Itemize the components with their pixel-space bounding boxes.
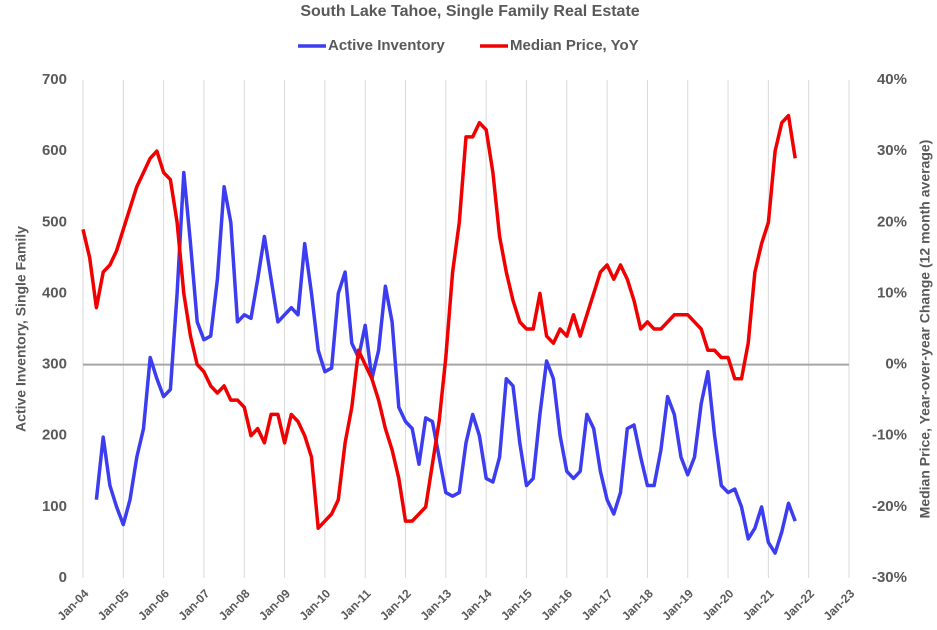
- series-line: [94, 170, 797, 555]
- y2-tick-label: -30%: [872, 569, 907, 586]
- series-line: [81, 113, 797, 530]
- x-tick-label: Jan-22: [780, 586, 817, 623]
- y2-tick-label: 40%: [877, 71, 907, 88]
- legend-label: Active Inventory: [328, 37, 445, 54]
- y2-axis-label: Median Price, Year-over-year Change (12 …: [917, 140, 933, 519]
- y2-tick-label: 20%: [877, 213, 907, 230]
- x-tick-label: Jan-11: [337, 586, 374, 623]
- x-tick-label: Jan-06: [135, 586, 172, 623]
- x-tick-label: Jan-07: [176, 586, 213, 623]
- x-tick-label: Jan-05: [95, 586, 132, 623]
- y-tick-label: 400: [42, 284, 67, 301]
- y2-tick-label: 0%: [885, 356, 907, 373]
- y-tick-label: 200: [42, 427, 67, 444]
- x-tick-label: Jan-18: [619, 586, 656, 623]
- x-tick-label: Jan-10: [296, 586, 333, 623]
- x-tick-label: Jan-12: [377, 586, 414, 623]
- x-tick-label: Jan-08: [216, 586, 253, 623]
- y2-tick-label: 30%: [877, 142, 907, 159]
- y-tick-label: 300: [42, 356, 67, 373]
- x-tick-label: Jan-20: [700, 586, 737, 623]
- y2-tick-label: 10%: [877, 284, 907, 301]
- x-tick-label: Jan-04: [55, 586, 92, 623]
- chart-title: South Lake Tahoe, Single Family Real Est…: [300, 3, 639, 20]
- x-tick-label: Jan-09: [256, 586, 293, 623]
- y2-tick-label: -20%: [872, 498, 907, 515]
- y-tick-label: 0: [59, 569, 67, 586]
- y-tick-label: 700: [42, 71, 67, 88]
- y-axis-label: Active Inventory, Single Family: [13, 226, 29, 432]
- x-tick-label: Jan-13: [417, 586, 454, 623]
- x-tick-label: Jan-14: [458, 586, 495, 623]
- x-tick-label: Jan-17: [579, 586, 616, 623]
- x-tick-label: Jan-21: [740, 586, 777, 623]
- x-tick-label: Jan-16: [538, 586, 575, 623]
- x-tick-label: Jan-19: [659, 586, 696, 623]
- x-tick-label: Jan-23: [821, 586, 858, 623]
- y-tick-label: 100: [42, 498, 67, 515]
- legend-label: Median Price, YoY: [510, 37, 639, 54]
- y2-tick-label: -10%: [872, 427, 907, 444]
- x-tick-label: Jan-15: [498, 586, 535, 623]
- y-tick-label: 600: [42, 142, 67, 159]
- y-tick-label: 500: [42, 213, 67, 230]
